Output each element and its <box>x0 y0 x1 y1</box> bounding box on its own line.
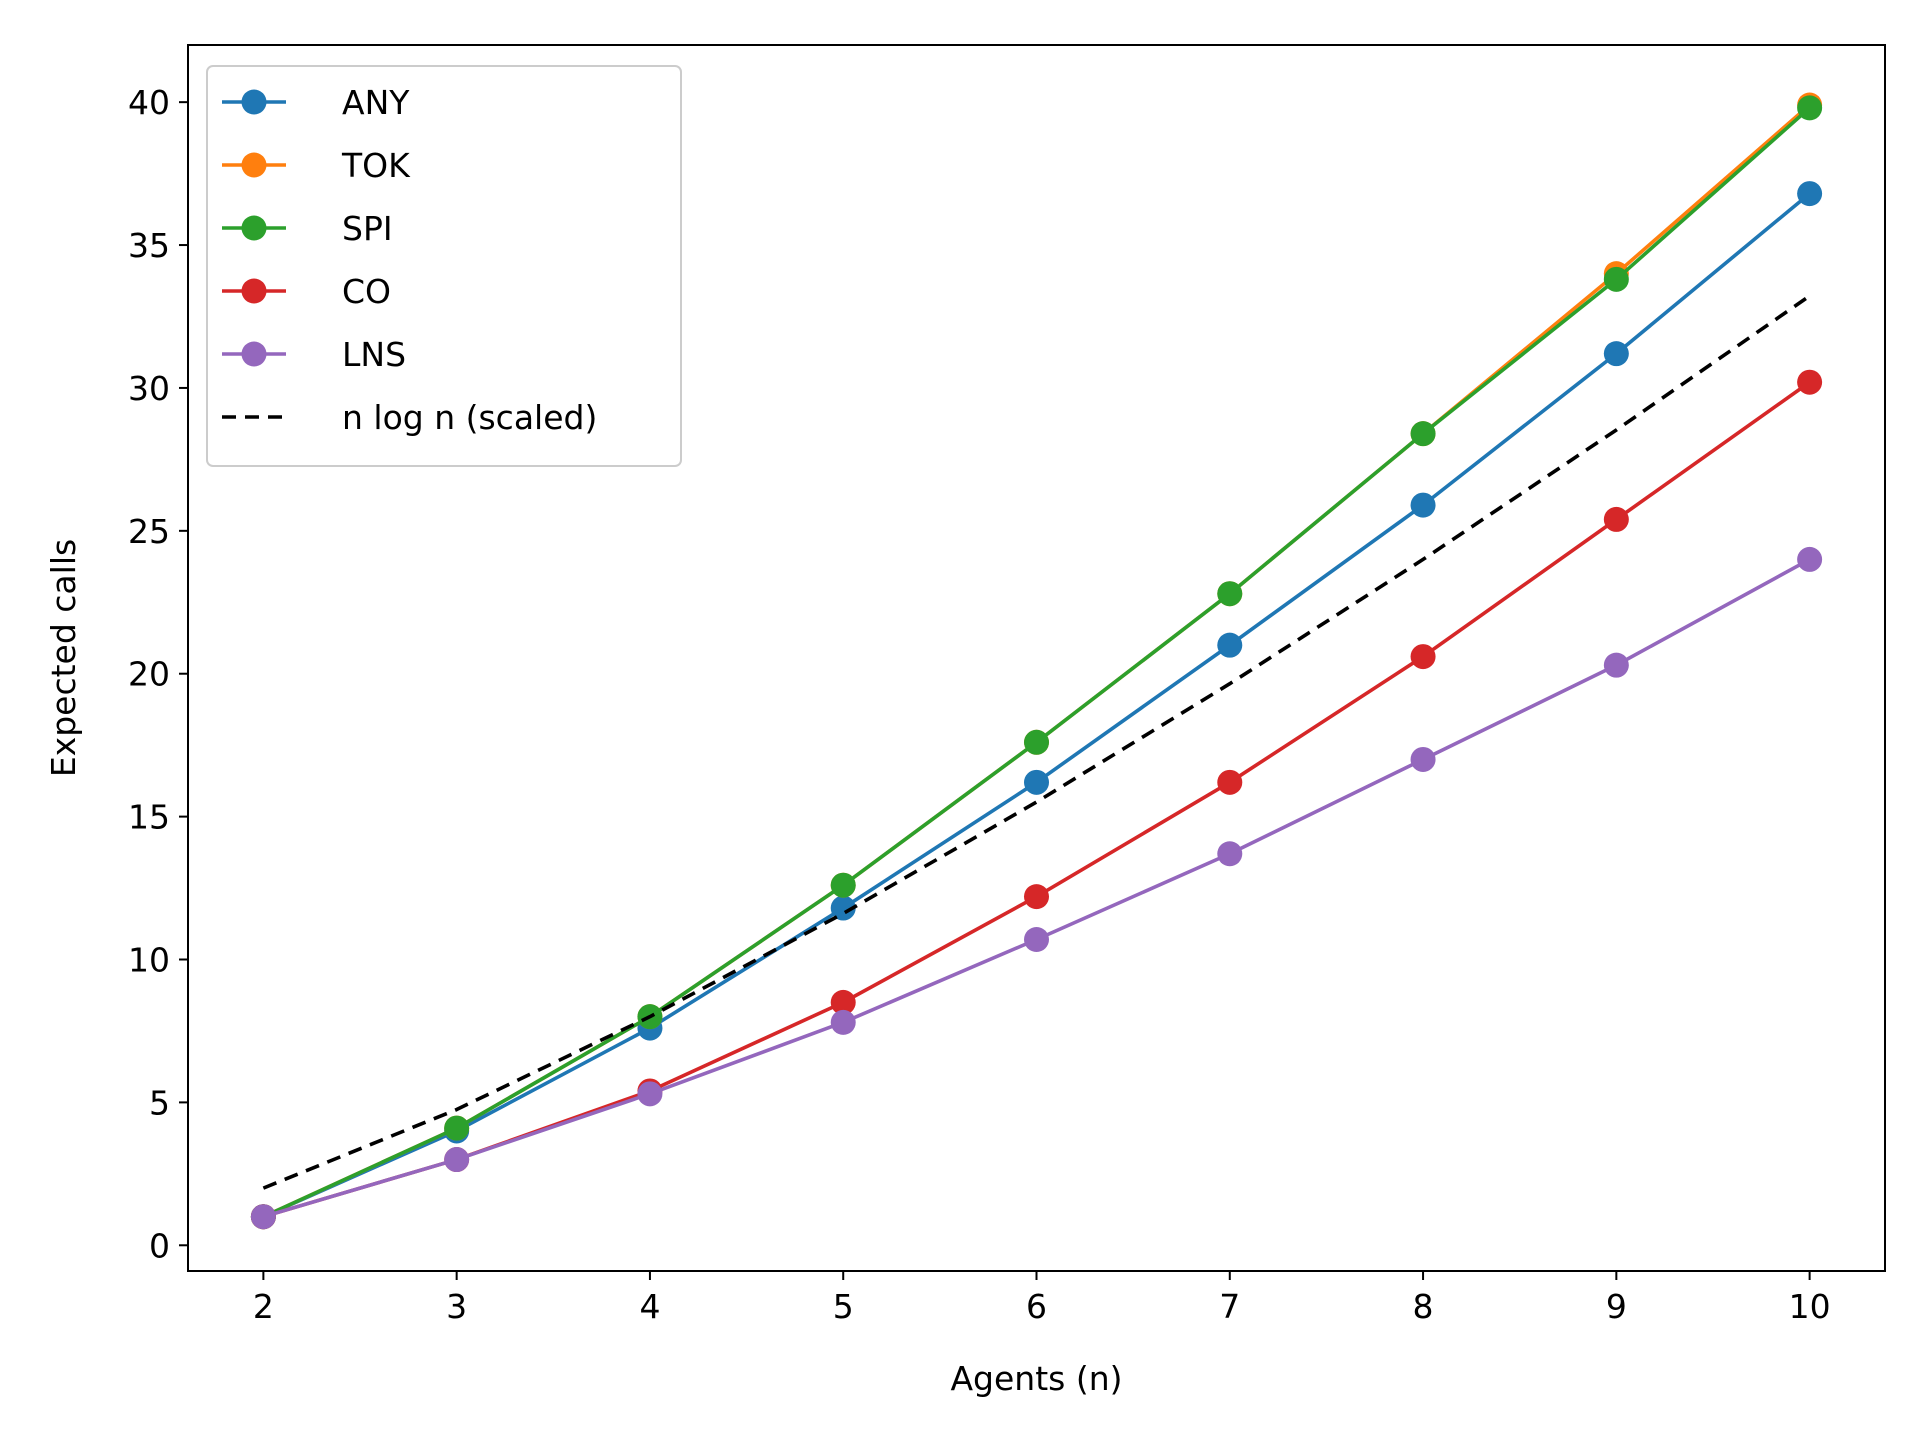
data-point-any <box>1603 341 1629 367</box>
legend-label: SPI <box>342 209 393 248</box>
y-tick-label: 0 <box>149 1226 170 1265</box>
data-point-co <box>1410 644 1436 670</box>
data-point-any <box>830 895 856 921</box>
y-tick-label: 35 <box>128 226 170 265</box>
data-point-co <box>1797 369 1823 395</box>
data-point-lns <box>1024 926 1049 952</box>
y-tick-label: 25 <box>128 512 170 551</box>
x-axis-label: Agents (n) <box>950 1359 1122 1398</box>
data-point-lns <box>444 1147 470 1173</box>
data-point-lns <box>1603 652 1629 678</box>
data-point-any <box>1217 632 1243 658</box>
x-tick-label: 10 <box>1789 1287 1831 1326</box>
legend-box <box>206 65 682 467</box>
data-point-co <box>830 989 856 1015</box>
series-line-n-log-n-scaled <box>262 294 1811 1190</box>
data-point-spi <box>1797 95 1823 121</box>
series-lns <box>250 546 1823 1230</box>
y-tick-label: 30 <box>128 369 170 408</box>
axes: 2 3 4 5 6 7 8 9 10 0 5 10 15 20 25 30 35 40 <box>128 44 1886 1326</box>
x-tick-label: 9 <box>1606 1287 1627 1326</box>
y-tick-label: 10 <box>128 940 170 979</box>
legend-swatch-marker <box>241 215 267 241</box>
legend-item-spi: SPI <box>222 209 393 248</box>
legend-label: n log n (scaled) <box>342 398 597 437</box>
x-tick-label: 4 <box>639 1287 660 1326</box>
x-tick-label: 6 <box>1026 1287 1047 1326</box>
data-point-co <box>1603 506 1629 532</box>
data-point-any <box>1410 492 1436 518</box>
legend-label: CO <box>342 272 391 311</box>
y-tick-label: 40 <box>128 83 170 122</box>
x-tick-label: 7 <box>1219 1287 1240 1326</box>
y-tick-label: 15 <box>128 798 170 837</box>
legend-swatch-marker <box>241 278 267 304</box>
data-point-co <box>1217 769 1243 795</box>
legend-item-tok: TOK <box>222 146 411 185</box>
data-point-any <box>1024 769 1049 795</box>
y-tick-label: 5 <box>149 1083 170 1122</box>
plot-area <box>250 92 1823 1230</box>
legend: ANY TOK SPI CO LNS n log n (scaled) <box>206 65 682 467</box>
data-point-spi <box>1603 266 1629 292</box>
legend-item-n-log-n-scaled: n log n (scaled) <box>222 398 597 437</box>
legend-label: ANY <box>342 83 410 122</box>
x-tick-label: 5 <box>833 1287 854 1326</box>
y-tick-label: 20 <box>128 655 170 694</box>
y-axis-label: Expected calls <box>44 539 83 777</box>
x-tick-label: 2 <box>253 1287 274 1326</box>
legend-item-any: ANY <box>222 83 410 122</box>
data-point-lns <box>250 1204 276 1230</box>
legend-swatch-marker <box>241 341 267 367</box>
legend-label: LNS <box>342 335 406 374</box>
data-point-any <box>1797 181 1823 207</box>
legend-swatch-marker <box>241 89 267 115</box>
legend-item-co: CO <box>222 272 391 311</box>
data-point-lns <box>637 1081 663 1107</box>
data-point-spi <box>1024 729 1049 755</box>
data-point-lns <box>1217 841 1243 867</box>
data-point-lns <box>1410 746 1436 772</box>
data-point-spi <box>830 872 856 898</box>
x-tick-label: 8 <box>1413 1287 1434 1326</box>
data-point-spi <box>1217 581 1243 607</box>
legend-swatch-marker <box>241 152 267 178</box>
series-n-log-n-scaled <box>262 294 1811 1190</box>
data-point-lns <box>1797 546 1823 572</box>
data-point-spi <box>1410 421 1436 447</box>
data-point-co <box>1024 884 1049 910</box>
series-spi <box>250 95 1823 1230</box>
x-tick-label: 3 <box>446 1287 467 1326</box>
legend-label: TOK <box>341 146 411 185</box>
data-point-spi <box>444 1115 470 1141</box>
data-point-lns <box>830 1009 856 1035</box>
legend-item-lns: LNS <box>222 335 406 374</box>
